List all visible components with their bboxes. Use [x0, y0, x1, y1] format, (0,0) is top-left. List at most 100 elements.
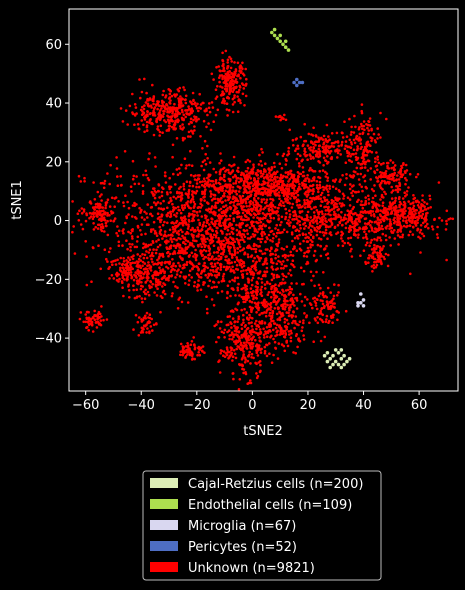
data-point-unknown: [312, 157, 315, 160]
data-point-unknown: [246, 195, 250, 198]
data-point-unknown: [244, 371, 247, 374]
data-point-unknown: [333, 210, 336, 214]
data-point-unknown: [241, 233, 244, 236]
data-point-unknown: [141, 285, 144, 288]
data-point-unknown: [144, 292, 147, 296]
data-point-unknown: [253, 256, 256, 260]
data-point-unknown: [291, 202, 295, 206]
data-point-unknown: [223, 328, 227, 332]
data-point-unknown: [153, 291, 156, 294]
data-point-unknown: [384, 170, 388, 173]
data-point-unknown: [183, 203, 186, 207]
data-point-unknown: [428, 194, 432, 198]
data-point-unknown: [228, 90, 232, 93]
data-point-unknown: [324, 159, 327, 162]
data-point-unknown: [255, 324, 258, 328]
data-point-unknown: [220, 320, 223, 324]
data-point-unknown: [321, 222, 324, 226]
data-point-unknown: [374, 157, 377, 160]
data-point-unknown: [246, 211, 249, 215]
data-point-unknown: [267, 181, 270, 184]
data-point-unknown: [141, 190, 145, 193]
data-point-unknown: [254, 263, 257, 267]
data-point-unknown: [270, 258, 273, 261]
data-point-unknown: [257, 228, 261, 231]
data-point-unknown: [183, 263, 186, 266]
data-point-unknown: [73, 252, 77, 255]
data-point-unknown: [334, 140, 338, 144]
data-point-unknown: [295, 333, 299, 336]
data-point-unknown: [156, 287, 159, 291]
data-point-unknown: [425, 212, 428, 215]
data-point-unknown: [298, 182, 301, 186]
data-point-unknown: [262, 216, 265, 220]
data-point-unknown: [372, 200, 375, 204]
data-point-unknown: [265, 236, 269, 239]
data-point-unknown: [260, 200, 264, 204]
data-point-unknown: [198, 106, 201, 109]
data-point-unknown: [352, 138, 356, 142]
data-point-unknown: [348, 159, 352, 162]
data-point-unknown: [393, 164, 397, 167]
data-point-unknown: [207, 178, 211, 182]
data-point-unknown: [263, 187, 267, 190]
data-point-unknown: [181, 223, 185, 227]
data-point-unknown: [197, 109, 200, 113]
data-point-unknown: [239, 341, 243, 345]
data-point-unknown: [184, 247, 187, 250]
data-point-unknown: [314, 304, 318, 307]
data-point-unknown: [351, 189, 355, 193]
data-point-unknown: [309, 233, 313, 237]
data-point-unknown: [239, 249, 242, 253]
data-point-unknown: [130, 235, 134, 238]
data-point-unknown: [155, 234, 159, 237]
data-point-unknown: [188, 254, 191, 257]
data-point-unknown: [423, 217, 426, 221]
data-point-unknown: [140, 119, 143, 122]
data-point-unknown: [239, 76, 242, 80]
data-point-unknown: [196, 228, 200, 232]
data-point-unknown: [253, 198, 256, 202]
data-point-unknown: [152, 220, 156, 224]
data-point-unknown: [320, 210, 324, 213]
data-point-unknown: [385, 227, 388, 230]
data-point-unknown: [181, 206, 184, 209]
data-point-unknown: [360, 103, 364, 106]
data-point-unknown: [139, 259, 143, 262]
data-point-unknown: [362, 120, 366, 123]
data-point-unknown: [269, 330, 272, 333]
data-point-unknown: [253, 322, 257, 325]
data-point-unknown: [213, 185, 216, 189]
data-point-unknown: [208, 279, 212, 283]
data-point-unknown: [141, 105, 144, 109]
data-point-unknown: [266, 281, 269, 285]
data-point-unknown: [190, 107, 193, 110]
data-point-unknown: [177, 223, 181, 226]
data-point-unknown: [220, 196, 223, 200]
data-point-unknown: [84, 320, 88, 324]
data-point-unknown: [222, 211, 226, 215]
data-point-unknown: [217, 272, 221, 275]
data-point-unknown: [193, 115, 196, 118]
data-point-unknown: [230, 348, 233, 352]
data-point-unknown: [220, 201, 224, 204]
data-point-unknown: [227, 191, 231, 194]
data-point-unknown: [100, 199, 103, 202]
data-point-unknown: [289, 299, 292, 302]
data-point-unknown: [172, 280, 175, 284]
data-point-unknown: [206, 113, 209, 117]
data-point-unknown: [195, 265, 198, 268]
data-point-unknown: [235, 339, 238, 343]
data-point-unknown: [242, 247, 246, 250]
data-point-unknown: [295, 299, 299, 302]
data-point-unknown: [326, 190, 330, 193]
data-point-unknown: [379, 136, 382, 139]
data-point-unknown: [358, 126, 361, 129]
data-point-unknown: [358, 183, 362, 186]
data-point-unknown: [106, 260, 109, 263]
data-point-unknown: [147, 276, 150, 280]
data-point-unknown: [198, 92, 201, 96]
data-point-unknown: [243, 229, 247, 233]
data-point-unknown: [259, 217, 262, 220]
data-point-unknown: [278, 333, 282, 336]
